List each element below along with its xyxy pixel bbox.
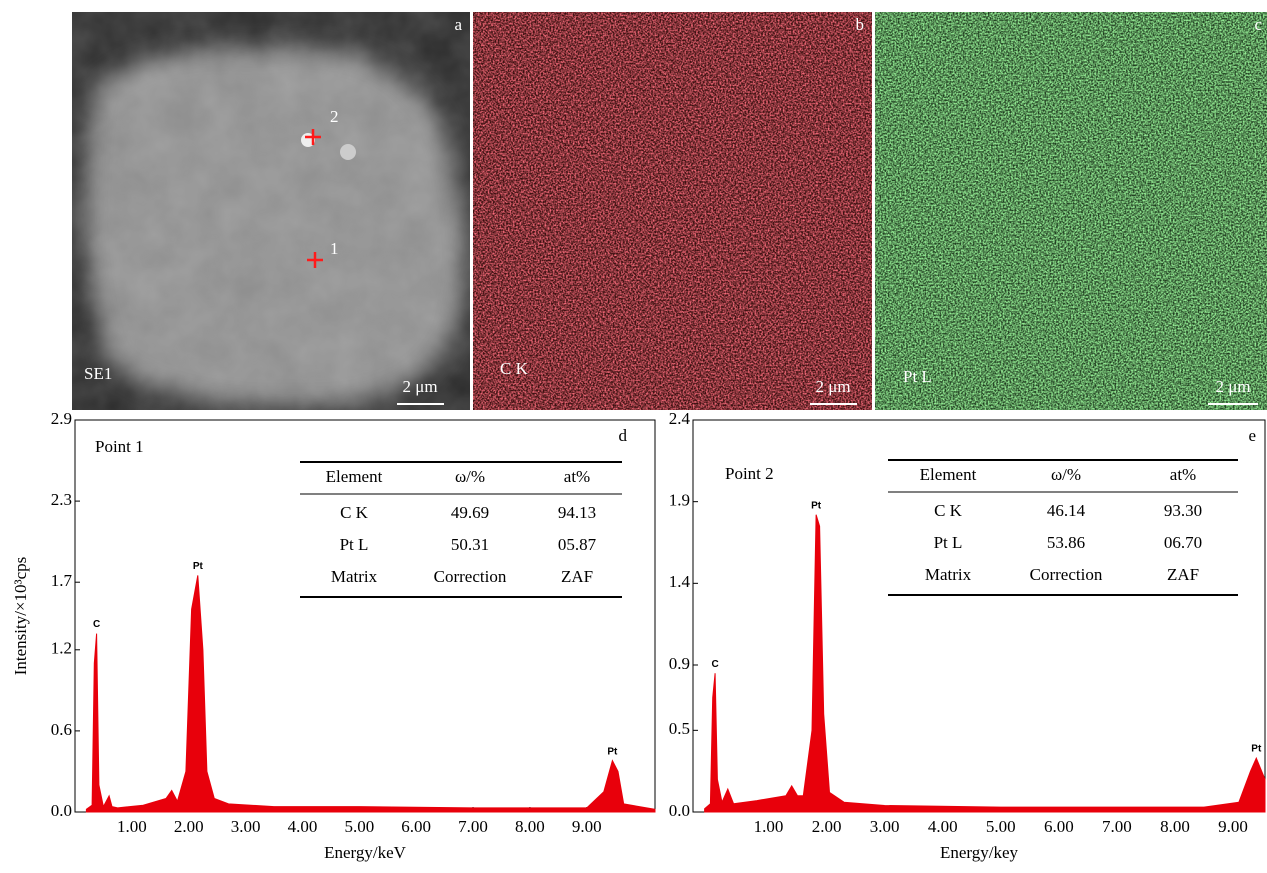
spectrum bbox=[704, 514, 1266, 813]
table-cell: Matrix bbox=[331, 567, 378, 586]
x-tick-label: 8.00 bbox=[515, 817, 545, 836]
y-tick-label: 1.2 bbox=[51, 639, 72, 658]
chart-title: Point 1 bbox=[95, 437, 144, 456]
x-axis-label: Energy/keV bbox=[324, 843, 407, 862]
table-cell: ZAF bbox=[561, 567, 593, 586]
peak-label: Pt bbox=[607, 746, 618, 757]
y-tick-label: 0.5 bbox=[669, 719, 690, 738]
table-cell: 53.86 bbox=[1047, 533, 1085, 552]
x-tick-label: 2.00 bbox=[174, 817, 204, 836]
x-tick-label: 2.00 bbox=[812, 817, 842, 836]
x-tick-label: 4.00 bbox=[928, 817, 958, 836]
x-tick-label: 8.00 bbox=[1160, 817, 1190, 836]
table-cell: 46.14 bbox=[1047, 501, 1086, 520]
table-cell: 94.13 bbox=[558, 503, 596, 522]
table-header: Element bbox=[326, 467, 383, 486]
y-tick-label: 0.0 bbox=[669, 801, 690, 820]
point-label: 1 bbox=[330, 239, 339, 258]
peak-label: Pt bbox=[1251, 744, 1262, 755]
y-tick-label: 0.6 bbox=[51, 720, 72, 739]
peak-label: Pt bbox=[193, 561, 204, 572]
spectrum bbox=[85, 575, 656, 813]
table-cell: 06.70 bbox=[1164, 533, 1202, 552]
table-cell: Correction bbox=[434, 567, 507, 586]
table-cell: 05.87 bbox=[558, 535, 597, 554]
table-cell: Matrix bbox=[925, 565, 972, 584]
x-tick-label: 9.00 bbox=[1218, 817, 1248, 836]
panel-letter: d bbox=[619, 426, 628, 445]
chart-title: Point 2 bbox=[725, 464, 774, 483]
panel-labels: 2 1 a b c SE1 C K Pt L 2 μm 2 μm 2 μm bbox=[84, 15, 1262, 405]
x-tick-label: 7.00 bbox=[1102, 817, 1132, 836]
table-cell: 49.69 bbox=[451, 503, 489, 522]
scale-bar-label: 2 μm bbox=[815, 377, 850, 396]
x-tick-label: 3.00 bbox=[231, 817, 261, 836]
y-tick-label: 1.4 bbox=[669, 572, 691, 591]
panel-label: C K bbox=[500, 359, 529, 378]
x-tick-label: 7.00 bbox=[458, 817, 488, 836]
y-axis-label: Intensity/×10³cps bbox=[11, 557, 30, 676]
y-tick-label: 0.0 bbox=[51, 801, 72, 820]
table-cell: C K bbox=[340, 503, 369, 522]
y-tick-label: 1.7 bbox=[51, 571, 73, 590]
sem-panel bbox=[72, 12, 470, 410]
peak-label: C bbox=[93, 619, 100, 630]
point-markers bbox=[305, 129, 323, 268]
x-tick-label: 3.00 bbox=[870, 817, 900, 836]
table-cell: Pt L bbox=[340, 535, 369, 554]
table-cell: Pt L bbox=[934, 533, 963, 552]
panel-letter: e bbox=[1248, 426, 1256, 445]
table-cell: Correction bbox=[1030, 565, 1103, 584]
panel-letter: a bbox=[454, 15, 462, 34]
y-tick-label: 0.9 bbox=[669, 654, 690, 673]
table-header: at% bbox=[564, 467, 590, 486]
x-tick-label: 5.00 bbox=[986, 817, 1016, 836]
x-tick-label: 9.00 bbox=[572, 817, 602, 836]
table-cell: ZAF bbox=[1167, 565, 1199, 584]
panel-label: Pt L bbox=[903, 367, 932, 386]
panel-label: SE1 bbox=[84, 364, 112, 383]
platinum-map bbox=[875, 12, 1267, 410]
panel-letter: c bbox=[1254, 15, 1262, 34]
x-axis-label: Energy/key bbox=[940, 843, 1019, 862]
table-cell: C K bbox=[934, 501, 963, 520]
y-tick-label: 1.9 bbox=[669, 491, 690, 510]
point-label: 2 bbox=[330, 107, 339, 126]
x-tick-label: 6.00 bbox=[1044, 817, 1074, 836]
table-cell: 50.31 bbox=[451, 535, 489, 554]
x-tick-label: 1.00 bbox=[117, 817, 147, 836]
y-tick-label: 2.4 bbox=[669, 409, 691, 428]
table-cell: 93.30 bbox=[1164, 501, 1202, 520]
x-tick-label: 5.00 bbox=[344, 817, 374, 836]
x-tick-label: 6.00 bbox=[401, 817, 431, 836]
scale-bar-label: 2 μm bbox=[1215, 377, 1250, 396]
peak-label: C bbox=[711, 659, 718, 670]
table-header: Element bbox=[920, 465, 977, 484]
table-header: ω/% bbox=[455, 467, 485, 486]
scale-bar-label: 2 μm bbox=[402, 377, 437, 396]
x-tick-label: 1.00 bbox=[754, 817, 784, 836]
y-tick-label: 2.3 bbox=[51, 490, 72, 509]
panel-letter: b bbox=[856, 15, 865, 34]
carbon-map bbox=[473, 12, 872, 410]
table-header: ω/% bbox=[1051, 465, 1081, 484]
table-header: at% bbox=[1170, 465, 1196, 484]
peak-label: Pt bbox=[811, 500, 822, 511]
y-tick-label: 2.9 bbox=[51, 409, 72, 428]
x-tick-label: 4.00 bbox=[288, 817, 318, 836]
